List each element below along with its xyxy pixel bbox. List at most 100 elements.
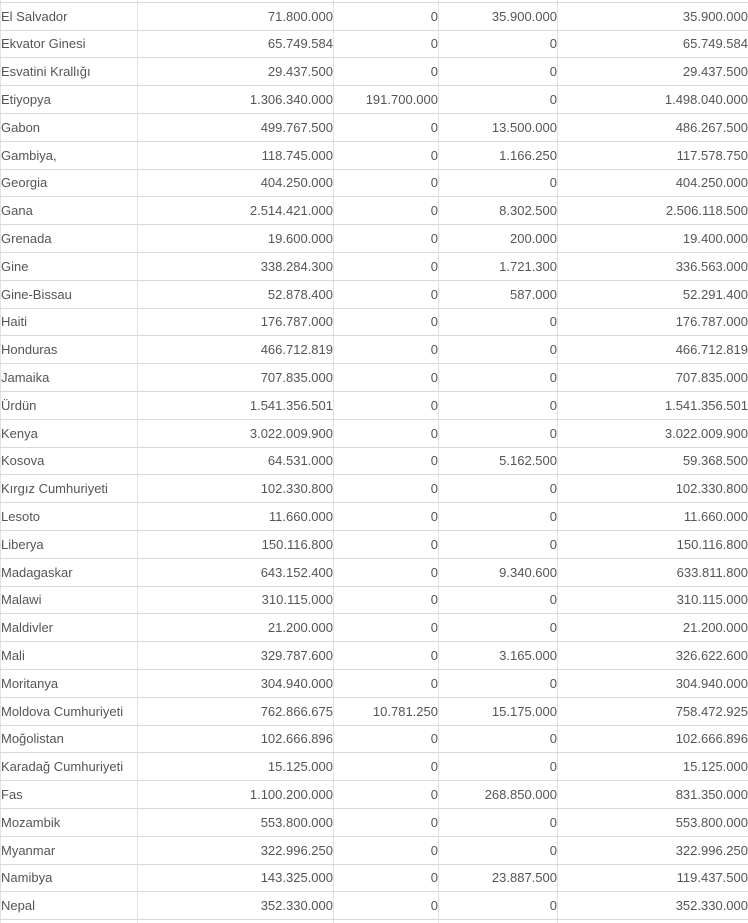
amount-cell-2: 0 (333, 863, 439, 893)
amount-cell-1: 21.200.000 (137, 613, 334, 643)
amount-cell-2: 0 (333, 502, 439, 531)
amount-cell-2: 0 (333, 807, 439, 837)
amount-cell-2: 0 (333, 529, 439, 559)
amount-cell-1: 304.940.000 (137, 668, 334, 698)
amount-cell-2: 0 (333, 224, 439, 253)
amount-cell-3: 3.165.000 (438, 641, 558, 670)
amount-cell-4: 117.578.750 (557, 140, 748, 170)
amount-cell-2: 0 (333, 29, 439, 59)
amount-cell-4: 102.666.896 (557, 724, 748, 754)
amount-cell-4: 65.749.584 (557, 29, 748, 59)
amount-cell-2: 0 (333, 641, 439, 670)
amount-cell-1: 322.996.250 (137, 835, 334, 865)
amount-cell-3: 268.850.000 (438, 780, 558, 809)
amount-cell-2: 0 (333, 196, 439, 226)
amount-cell-1: 64.531.000 (137, 446, 334, 476)
amount-cell-1: 352.330.000 (137, 891, 334, 921)
table-row-4: Etiyopya 1.306.340.000 191.700.000 0 1.498.0… (0, 85, 748, 114)
table-row-24: Mali 329.787.600 0 3.165.000 326.622.600 (0, 641, 748, 670)
amount-cell-3: 0 (438, 57, 558, 87)
table-row-7: Georgia 404.250.000 0 0 404.250.000 (0, 168, 748, 198)
amount-cell-4: 35.900.000 (557, 1, 748, 31)
amount-cell-3: 0 (438, 585, 558, 615)
country-cell: Gana (0, 196, 138, 226)
amount-cell-3: 0 (438, 335, 558, 365)
country-cell: Grenada (0, 224, 138, 253)
table-row-15: Ürdün 1.541.356.501 0 0 1.541.356.501 (0, 390, 748, 420)
amount-cell-3: 0 (438, 835, 558, 865)
amount-cell-2: 10.781.250 (333, 696, 439, 726)
amount-cell-4: 758.472.925 (557, 696, 748, 726)
amount-cell-3: 0 (438, 363, 558, 392)
amount-cell-2: 0 (333, 446, 439, 476)
amount-cell-3: 15.175.000 (438, 696, 558, 726)
table-row-3: Esvatini Krallığı 29.437.500 0 0 29.437.500 (0, 57, 748, 87)
amount-cell-1: 404.250.000 (137, 168, 334, 198)
country-cell: Moğolistan (0, 724, 138, 754)
table-row-32: Namibya 143.325.000 0 23.887.500 119.437.500 (0, 863, 748, 893)
amount-cell-1: 329.787.600 (137, 641, 334, 670)
amount-cell-3: 0 (438, 752, 558, 782)
amount-cell-2: 0 (333, 335, 439, 365)
amount-cell-4: 15.125.000 (557, 752, 748, 782)
amount-cell-1: 19.600.000 (137, 224, 334, 253)
amount-cell-3: 0 (438, 390, 558, 420)
amount-cell-1: 102.330.800 (137, 474, 334, 504)
amount-cell-1: 310.115.000 (137, 585, 334, 615)
country-cell: Etiyopya (0, 85, 138, 114)
country-cell: Fas (0, 780, 138, 809)
amount-cell-2: 0 (333, 724, 439, 754)
amount-cell-3 (438, 919, 558, 923)
amount-cell-3: 23.887.500 (438, 863, 558, 893)
country-cell: Haiti (0, 307, 138, 337)
table-row-1: El Salvador 71.800.000 0 35.900.000 35.900.0… (0, 1, 748, 31)
amount-cell-2: 0 (333, 279, 439, 309)
table-row-31: Myanmar 322.996.250 0 0 322.996.250 (0, 835, 748, 865)
table-row-30: Mozambik 553.800.000 0 0 553.800.000 (0, 807, 748, 837)
country-cell: Nepal (0, 891, 138, 921)
amount-cell-1: 15.125.000 (137, 752, 334, 782)
amount-cell-1: 338.284.300 (137, 251, 334, 281)
amount-cell-3: 8.302.500 (438, 196, 558, 226)
amount-cell-2: 0 (333, 307, 439, 337)
country-cell: Esvatini Krallığı (0, 57, 138, 87)
amount-cell-3: 0 (438, 85, 558, 114)
amount-cell-3: 0 (438, 168, 558, 198)
table-row-17: Kosova 64.531.000 0 5.162.500 59.368.500 (0, 446, 748, 476)
country-cell: Gine-Bissau (0, 279, 138, 309)
amount-cell-4: 633.811.800 (557, 557, 748, 587)
amount-cell-4: 707.835.000 (557, 363, 748, 392)
amount-cell-4: 831.350.000 (557, 780, 748, 809)
country-cell: Gambiya, (0, 140, 138, 170)
amount-cell-1: 52.878.400 (137, 279, 334, 309)
country-cell: Mozambik (0, 807, 138, 837)
amount-cell-1: 71.800.000 (137, 1, 334, 31)
amount-cell-4: 466.712.819 (557, 335, 748, 365)
amount-cell-4: 11.660.000 (557, 502, 748, 531)
table-row-26: Moldova Cumhuriyeti 762.866.675 10.781.250… (0, 696, 748, 726)
amount-cell-2: 0 (333, 668, 439, 698)
amount-cell-4: 336.563.000 (557, 251, 748, 281)
amount-cell-2: 0 (333, 835, 439, 865)
country-cell: Myanmar (0, 835, 138, 865)
amount-cell-4: 150.116.800 (557, 529, 748, 559)
table-row-11: Gine-Bissau 52.878.400 0 587.000 52.291.400 (0, 279, 748, 309)
table-row-23: Maldivler 21.200.000 0 0 21.200.000 (0, 613, 748, 643)
amount-cell-1 (137, 919, 334, 923)
amount-cell-4: 176.787.000 (557, 307, 748, 337)
amount-cell-3: 587.000 (438, 279, 558, 309)
amount-cell-3: 9.340.600 (438, 557, 558, 587)
amount-cell-4: 119.437.500 (557, 863, 748, 893)
country-cell: Kosova (0, 446, 138, 476)
amount-cell-4: 486.267.500 (557, 112, 748, 142)
amount-cell-3: 200.000 (438, 224, 558, 253)
table-row-22: Malawi 310.115.000 0 0 310.115.000 (0, 585, 748, 615)
table-row-partial-bottom (0, 919, 748, 923)
amount-cell-1: 643.152.400 (137, 557, 334, 587)
amount-cell-4: 553.800.000 (557, 807, 748, 837)
country-cell: Kenya (0, 418, 138, 448)
table-row-8: Gana 2.514.421.000 0 8.302.500 2.506.118.500 (0, 196, 748, 226)
